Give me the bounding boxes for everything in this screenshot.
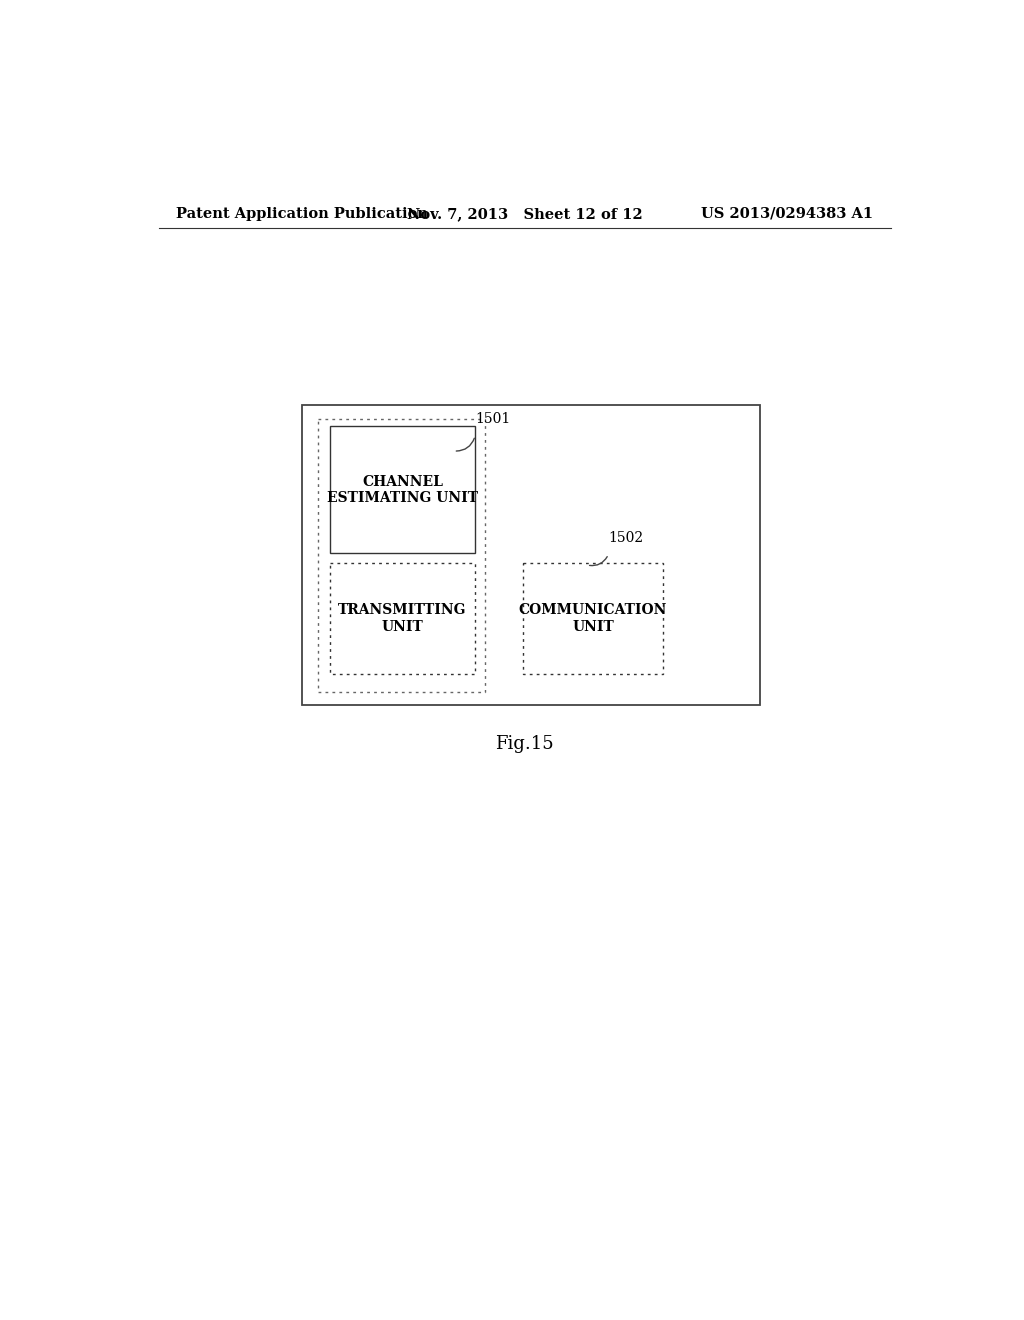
Bar	[523, 562, 663, 675]
Text: CHANNEL
ESTIMATING UNIT: CHANNEL ESTIMATING UNIT	[327, 475, 478, 506]
FancyArrowPatch shape	[457, 438, 474, 451]
Text: COMMUNICATION
UNIT: COMMUNICATION UNIT	[519, 603, 668, 634]
FancyArrowPatch shape	[590, 557, 607, 565]
Text: US 2013/0294383 A1: US 2013/0294383 A1	[701, 207, 873, 220]
Text: 1502: 1502	[608, 531, 644, 545]
Text: Fig.15: Fig.15	[496, 735, 554, 752]
Bar	[317, 418, 484, 692]
Text: Nov. 7, 2013   Sheet 12 of 12: Nov. 7, 2013 Sheet 12 of 12	[407, 207, 643, 220]
Bar	[302, 405, 760, 705]
Text: 1501: 1501	[475, 412, 510, 426]
Text: TRANSMITTING
UNIT: TRANSMITTING UNIT	[338, 603, 467, 634]
Text: Patent Application Publication: Patent Application Publication	[176, 207, 428, 220]
Bar	[330, 426, 475, 553]
Bar	[330, 562, 475, 675]
